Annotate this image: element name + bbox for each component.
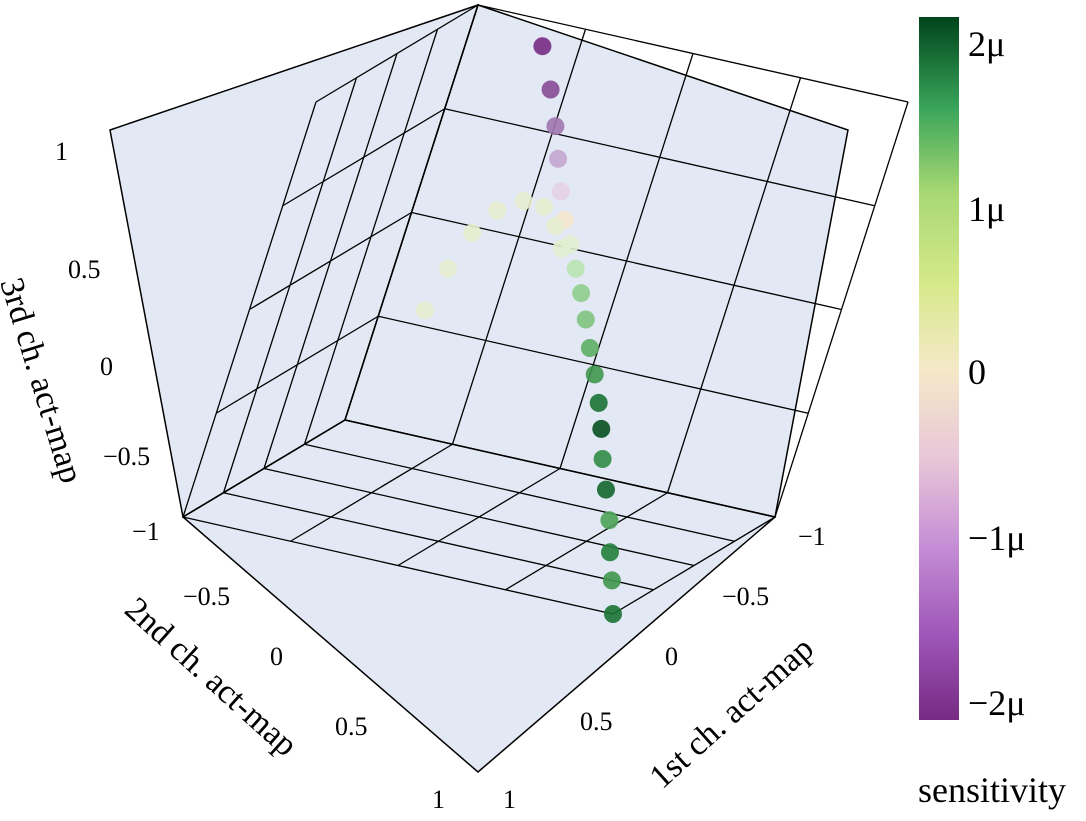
colorbar-tick-label: −1μ bbox=[968, 518, 1026, 558]
data-point bbox=[572, 284, 591, 303]
z-tick-label: −0.5 bbox=[103, 442, 150, 471]
grid-line bbox=[222, 77, 358, 493]
data-point bbox=[534, 197, 553, 216]
data-point bbox=[463, 223, 482, 242]
grid-line bbox=[249, 211, 412, 311]
grid-line bbox=[411, 211, 842, 311]
y-tick-label: 0.5 bbox=[335, 712, 368, 741]
x-axis-ticks: −1 −0.5 0 0.5 1 bbox=[503, 522, 826, 814]
grid-line bbox=[612, 516, 776, 615]
data-point bbox=[593, 450, 612, 468]
data-point bbox=[552, 239, 571, 258]
colorbar-label: sensitivity bbox=[918, 770, 1066, 810]
gridlines bbox=[182, 4, 909, 615]
grid-line bbox=[315, 4, 479, 103]
data-point bbox=[415, 301, 434, 320]
data-point bbox=[541, 80, 560, 99]
data-point bbox=[585, 365, 604, 384]
grid-line bbox=[223, 492, 654, 591]
grid-line bbox=[182, 516, 614, 615]
data-point bbox=[589, 393, 608, 412]
x-tick-label: −1 bbox=[798, 522, 826, 551]
data-point bbox=[514, 191, 533, 210]
data-point bbox=[549, 149, 568, 168]
data-point bbox=[597, 480, 615, 499]
data-point bbox=[533, 37, 552, 56]
y-tick-label: 0 bbox=[270, 642, 283, 671]
data-point bbox=[438, 259, 457, 278]
y-tick-label: −0.5 bbox=[183, 582, 230, 611]
data-point bbox=[604, 605, 622, 623]
data-point bbox=[576, 310, 595, 329]
data-point bbox=[600, 511, 619, 530]
x-tick-label: 0.5 bbox=[580, 707, 613, 736]
grid-line bbox=[666, 77, 802, 493]
colorbar-tick-label: 0 bbox=[968, 352, 986, 392]
grid-line bbox=[774, 101, 909, 518]
grid-line bbox=[477, 4, 909, 103]
grid-line bbox=[282, 108, 446, 207]
x-tick-label: 1 bbox=[503, 785, 516, 814]
z-tick-label: 0 bbox=[100, 352, 113, 381]
grid-line bbox=[444, 108, 875, 207]
data-point bbox=[488, 201, 507, 220]
x-tick-label: −0.5 bbox=[722, 582, 769, 611]
colorbar-tick-label: 1μ bbox=[968, 189, 1005, 229]
z-axis-ticks: −0.5 0 0.5 1 bbox=[55, 137, 150, 471]
data-points bbox=[415, 37, 622, 623]
y-tick-label: −1 bbox=[132, 517, 160, 546]
y-axis-ticks: −1 −0.5 0 0.5 1 bbox=[132, 517, 445, 814]
data-point bbox=[592, 419, 611, 438]
y-tick-label: 1 bbox=[432, 785, 445, 814]
colorbar-tick-label: −2μ bbox=[968, 683, 1026, 723]
data-point bbox=[602, 571, 621, 590]
data-point bbox=[566, 259, 585, 278]
data-point bbox=[580, 339, 599, 357]
grid-line bbox=[505, 492, 668, 591]
y-axis-label: 2nd ch. act-map bbox=[118, 590, 305, 763]
grid-line bbox=[263, 467, 695, 567]
grid-line bbox=[182, 101, 317, 518]
data-point bbox=[546, 117, 565, 136]
data-point bbox=[546, 217, 565, 236]
colorbar-tick-label: 2μ bbox=[968, 24, 1005, 64]
colorbar bbox=[919, 17, 959, 720]
z-tick-label: 0.5 bbox=[68, 255, 101, 284]
x-tick-label: 0 bbox=[665, 642, 678, 671]
z-axis-label: 3rd ch. act-map bbox=[0, 274, 90, 488]
z-tick-label: 1 bbox=[55, 137, 68, 166]
data-point bbox=[551, 182, 570, 201]
data-point bbox=[601, 543, 619, 562]
